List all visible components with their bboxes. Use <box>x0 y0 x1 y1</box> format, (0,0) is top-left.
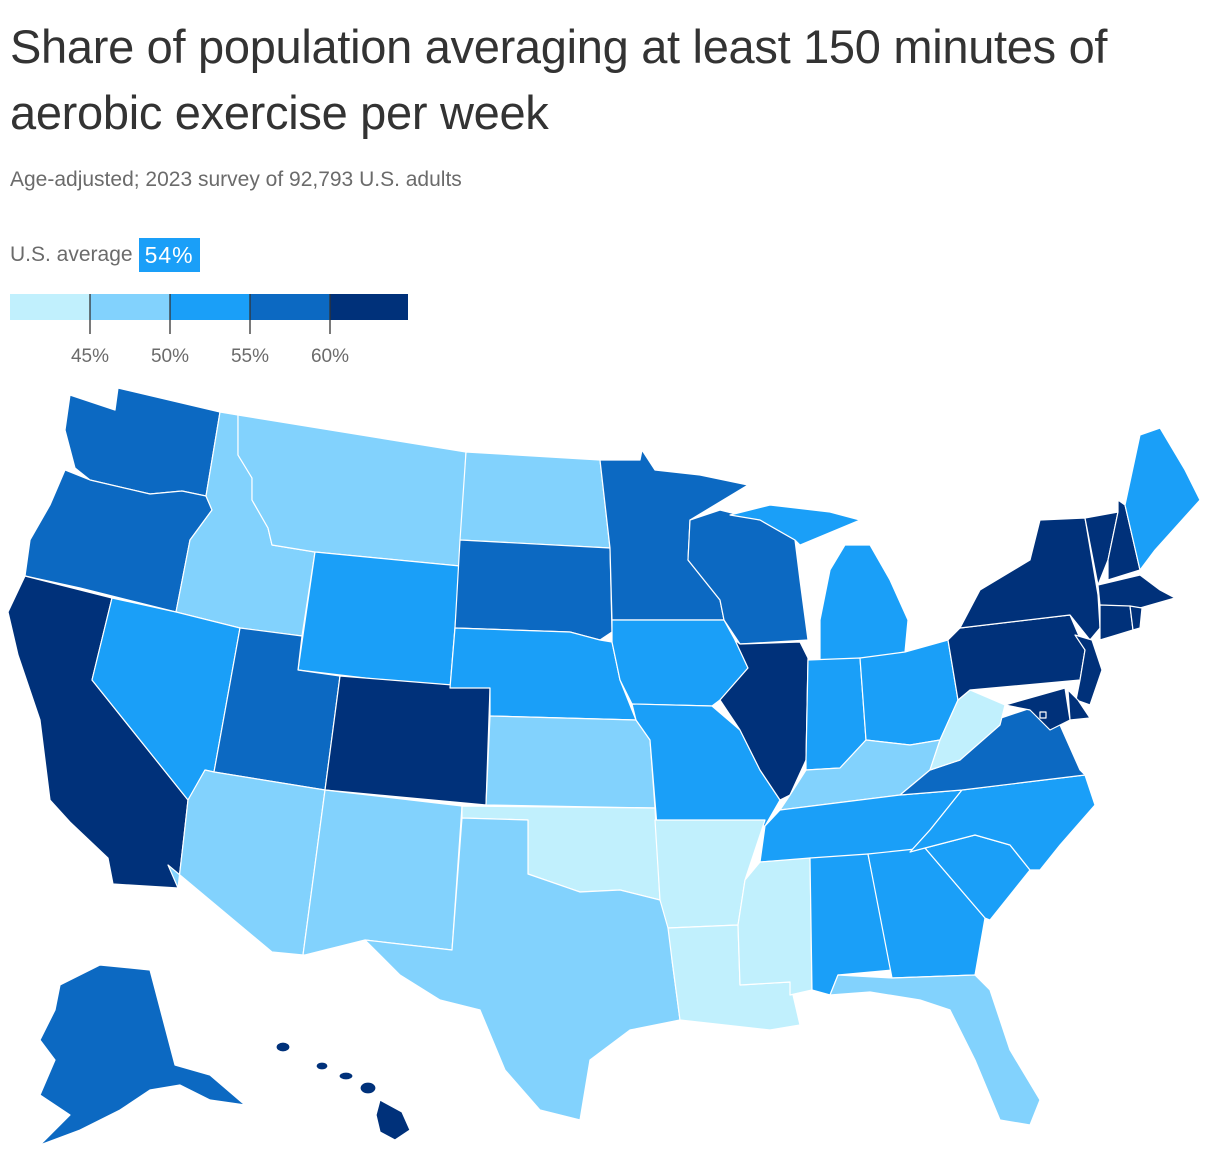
legend-swatch-4 <box>250 294 330 320</box>
legend-swatch-3 <box>170 294 250 320</box>
legend-swatch-2 <box>90 294 170 320</box>
state-ak[interactable] <box>39 964 246 1146</box>
state-md[interactable] <box>1004 687 1071 731</box>
legend-tick-label-3: 55% <box>231 346 269 367</box>
legend-tick-label-2: 50% <box>151 346 189 367</box>
state-nj[interactable] <box>1074 634 1103 706</box>
us-average-badge: 54% <box>138 238 200 272</box>
state-ms[interactable] <box>737 857 813 996</box>
state-ne[interactable] <box>449 627 637 721</box>
state-nd[interactable] <box>459 451 611 549</box>
us-average: U.S. average 54% <box>10 236 200 274</box>
state-pa[interactable] <box>947 614 1086 701</box>
state-oh[interactable] <box>859 639 959 746</box>
state-mo[interactable] <box>631 703 781 827</box>
state-nm[interactable] <box>302 789 463 956</box>
legend-tick-label-1: 45% <box>71 346 109 367</box>
state-mt[interactable] <box>237 414 467 567</box>
state-ia[interactable] <box>611 619 749 707</box>
chart-subtitle: Age-adjusted; 2023 survey of 92,793 U.S.… <box>10 168 462 191</box>
state-fl[interactable] <box>829 974 1041 1126</box>
state-il[interactable] <box>719 639 809 801</box>
us-states-map <box>7 387 1201 1146</box>
state-ny[interactable] <box>959 517 1101 641</box>
state-az[interactable] <box>167 769 326 956</box>
state-ct[interactable] <box>1099 604 1134 641</box>
state-ks[interactable] <box>485 715 656 809</box>
state-hi[interactable] <box>275 1041 411 1141</box>
state-me[interactable] <box>1124 427 1201 571</box>
state-ri[interactable] <box>1129 605 1143 631</box>
color-legend: 45% 50% 55% 60% <box>10 294 410 374</box>
state-de[interactable] <box>1067 689 1091 721</box>
legend-swatch-1 <box>10 294 90 320</box>
state-dc[interactable] <box>1039 711 1047 719</box>
state-tx[interactable] <box>364 817 681 1121</box>
state-wy[interactable] <box>297 551 461 689</box>
legend-tick-label-4: 60% <box>311 346 349 367</box>
state-wv[interactable] <box>929 689 1006 771</box>
legend-svg: 45% 50% 55% 60% <box>10 294 408 367</box>
us-average-label: U.S. average <box>10 243 133 266</box>
legend-swatch-5 <box>330 294 408 320</box>
state-co[interactable] <box>324 675 491 806</box>
state-sd[interactable] <box>454 539 613 641</box>
chart-title: Share of population averaging at least 1… <box>10 20 1108 139</box>
